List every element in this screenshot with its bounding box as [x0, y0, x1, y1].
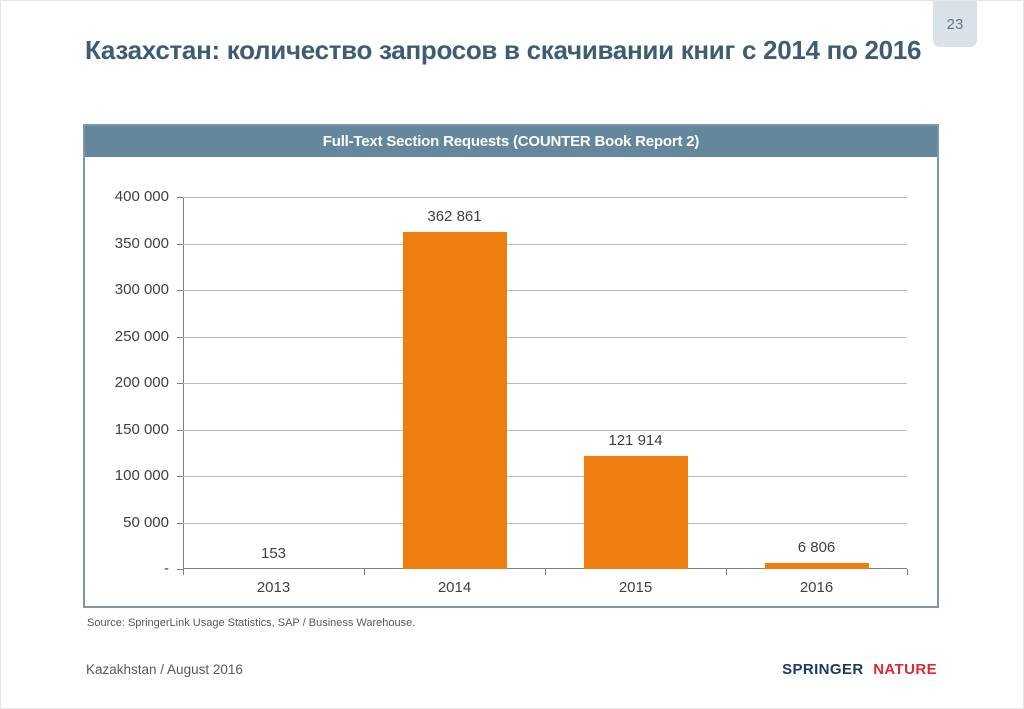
- y-tick-label: 200 000: [114, 374, 169, 391]
- y-axis-tick: [177, 243, 183, 245]
- gridline: [183, 476, 907, 477]
- page-number: 23: [946, 15, 964, 33]
- gridline: [183, 290, 907, 291]
- y-tick-label: 100 000: [114, 467, 169, 484]
- springer-nature-logo: SPRINGER NATURE: [782, 661, 937, 678]
- bar-value-label: 153: [260, 544, 287, 562]
- x-axis-tick: [364, 569, 365, 575]
- source-note: Source: SpringerLink Usage Statistics, S…: [87, 617, 416, 629]
- chart-title-bar: Full-Text Section Requests (COUNTER Book…: [85, 126, 937, 157]
- footer-text: Kazakhstan / August 2016: [86, 662, 243, 677]
- x-axis-tick: [726, 569, 727, 575]
- y-axis-tick: [177, 383, 183, 384]
- y-tick-label: -: [164, 560, 169, 577]
- y-tick-label: 50 000: [123, 513, 169, 531]
- slide-title: Казахстан: количество запросов в скачива…: [85, 35, 922, 65]
- y-axis-tick: [177, 476, 183, 477]
- gridline: [183, 383, 907, 384]
- x-category-label: 2013: [256, 579, 291, 596]
- y-tick-label: 150 000: [114, 420, 169, 438]
- y-axis-tick: [177, 197, 183, 198]
- bar-value-label: 6 806: [797, 538, 836, 556]
- logo-springer-text: SPRINGER: [782, 661, 864, 678]
- chart-plot-area: - 50 000 100 000 150 000 200 000 250 000 300 0…: [85, 157, 937, 606]
- y-axis-tick: [177, 290, 183, 291]
- y-tick-label: 400 000: [114, 188, 169, 205]
- bar-2016: [764, 562, 869, 569]
- bar-value-label: 362 861: [427, 207, 482, 225]
- gridline: [183, 197, 907, 198]
- bar-value-label: 121 914: [608, 431, 663, 449]
- logo-nature-text: NATURE: [873, 661, 937, 678]
- x-axis-tick: [183, 569, 184, 575]
- y-axis-tick: [177, 336, 183, 338]
- y-axis-tick: [177, 569, 183, 570]
- y-tick-label: 300 000: [114, 281, 169, 298]
- page-number-tab: 23: [933, 1, 977, 47]
- gridline: [183, 336, 907, 338]
- x-category-label: 2016: [799, 579, 834, 596]
- chart: Full-Text Section Requests (COUNTER Book…: [83, 124, 939, 608]
- y-axis-tick: [177, 429, 183, 431]
- bar-2015: [583, 455, 688, 569]
- y-tick-label: 250 000: [114, 327, 169, 345]
- bar-2014: [402, 231, 507, 569]
- x-axis-tick: [545, 569, 546, 575]
- y-axis-tick: [177, 522, 183, 524]
- gridline: [183, 522, 907, 524]
- y-tick-label: 350 000: [114, 234, 169, 252]
- x-category-label: 2014: [437, 579, 472, 596]
- gridline: [183, 243, 907, 245]
- x-axis-tick: [907, 569, 908, 575]
- x-category-label: 2015: [618, 579, 653, 596]
- gridline: [183, 429, 907, 431]
